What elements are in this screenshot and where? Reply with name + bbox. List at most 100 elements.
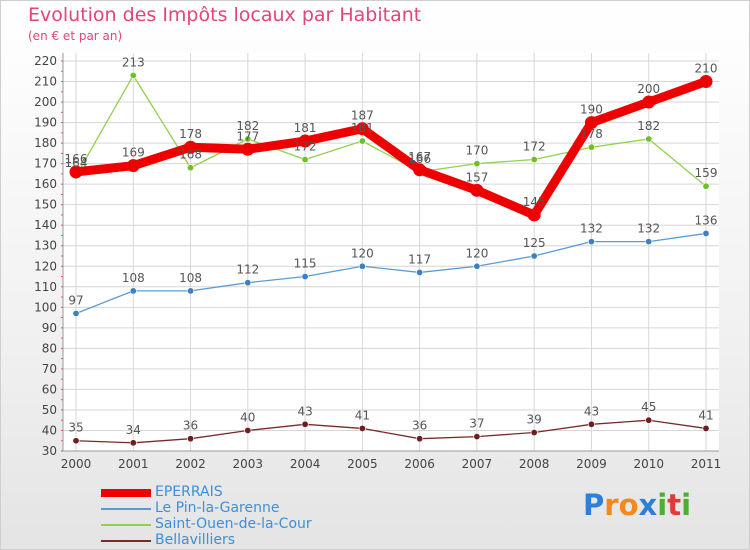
legend-label: EPERRAIS — [155, 484, 223, 500]
legend-item: Saint-Ouen-de-la-Cour — [101, 516, 401, 533]
data-label: 43 — [584, 404, 599, 418]
data-label: 177 — [236, 129, 259, 143]
data-label: 39 — [527, 413, 542, 427]
data-point — [473, 160, 481, 168]
x-tick-label: 2002 — [175, 457, 206, 471]
logo-letter: i — [657, 488, 668, 522]
y-tick-label: 120 — [34, 259, 57, 273]
data-point — [301, 420, 309, 428]
data-label: 132 — [580, 222, 603, 236]
x-tick-label: 2001 — [118, 457, 149, 471]
data-point — [301, 273, 309, 281]
data-point — [244, 426, 252, 434]
y-tick-label: 210 — [34, 75, 57, 89]
data-point — [301, 156, 309, 164]
data-point — [358, 137, 366, 145]
data-point — [702, 229, 710, 237]
y-tick-label: 140 — [34, 218, 57, 232]
data-label: 34 — [126, 423, 141, 437]
data-point — [473, 262, 481, 270]
data-label: 178 — [580, 127, 603, 141]
data-point — [69, 165, 83, 179]
data-point — [645, 238, 653, 246]
x-tick-label: 2010 — [633, 457, 664, 471]
legend-swatch — [101, 540, 151, 542]
logo-letter: x — [638, 488, 658, 522]
data-label: 181 — [351, 121, 374, 135]
legend-item: EPERRAIS — [101, 484, 401, 501]
data-point — [413, 163, 427, 177]
y-tick-label: 100 — [34, 300, 57, 314]
data-label: 166 — [65, 152, 88, 166]
data-label: 120 — [465, 246, 488, 260]
data-label: 115 — [294, 257, 317, 271]
data-label: 190 — [580, 103, 603, 117]
data-label: 172 — [294, 140, 317, 154]
data-label: 172 — [523, 140, 546, 154]
proxiti-logo: Proxiti — [583, 488, 691, 522]
data-label: 168 — [179, 148, 202, 162]
data-point — [702, 424, 710, 432]
data-point — [645, 416, 653, 424]
legend-label: Bellavilliers — [155, 532, 236, 548]
data-point — [129, 71, 137, 79]
data-point — [129, 439, 137, 447]
data-point — [241, 142, 255, 156]
data-point — [470, 183, 484, 197]
data-point — [129, 287, 137, 295]
data-label: 169 — [122, 146, 145, 160]
chart-subtitle: (en € et par an) — [28, 29, 123, 43]
data-point — [187, 287, 195, 295]
data-point — [187, 435, 195, 443]
legend-item: Le Pin-la-Garenne — [101, 500, 401, 517]
legend-swatch — [101, 489, 151, 497]
data-label: 41 — [698, 408, 713, 422]
logo-letter: t — [667, 488, 682, 522]
data-point — [587, 143, 595, 151]
legend: EPERRAIS Le Pin-la-Garenne Saint-Ouen-de-l… — [101, 484, 401, 549]
data-label: 125 — [523, 236, 546, 250]
y-tick-label: 180 — [34, 136, 57, 150]
data-label: 210 — [695, 62, 718, 76]
x-tick-label: 2004 — [290, 457, 321, 471]
legend-label: Le Pin-la-Garenne — [155, 500, 280, 516]
data-label: 108 — [179, 271, 202, 285]
data-point — [530, 156, 538, 164]
data-point — [358, 262, 366, 270]
data-label: 97 — [68, 293, 83, 307]
data-point — [358, 424, 366, 432]
data-label: 117 — [408, 252, 431, 266]
data-point — [126, 159, 140, 173]
data-label: 36 — [412, 419, 427, 433]
y-tick-label: 200 — [34, 95, 57, 109]
data-label: 157 — [465, 170, 488, 184]
data-label: 164 — [65, 156, 88, 170]
legend-label: Saint-Ouen-de-la-Cour — [155, 516, 312, 532]
y-tick-label: 150 — [34, 198, 57, 212]
data-point — [702, 182, 710, 190]
chart-title: Evolution des Impôts locaux par Habitant — [28, 4, 422, 26]
data-point — [584, 116, 598, 130]
data-label: 37 — [469, 417, 484, 431]
data-point — [416, 268, 424, 276]
data-point — [530, 429, 538, 437]
data-point — [587, 420, 595, 428]
y-tick-label: 50 — [42, 403, 57, 417]
data-point — [72, 437, 80, 445]
data-label: 136 — [695, 213, 718, 227]
data-point — [184, 140, 198, 154]
data-label: 45 — [641, 400, 656, 414]
data-point — [244, 135, 252, 143]
y-tick-label: 30 — [42, 444, 57, 458]
y-tick-label: 170 — [34, 157, 57, 171]
x-tick-label: 2009 — [576, 457, 607, 471]
x-tick-label: 2000 — [61, 457, 92, 471]
data-label: 43 — [297, 404, 312, 418]
series-line-eperrais — [71, 77, 711, 220]
y-tick-label: 90 — [42, 321, 57, 335]
data-point — [298, 134, 312, 148]
series-line-bellavilliers — [75, 419, 707, 444]
data-point — [530, 252, 538, 260]
y-tick-label: 40 — [42, 423, 57, 437]
data-label: 200 — [637, 82, 660, 96]
